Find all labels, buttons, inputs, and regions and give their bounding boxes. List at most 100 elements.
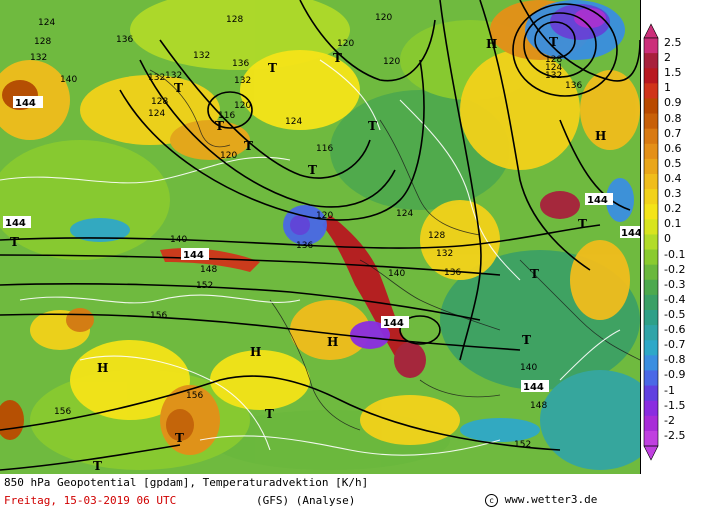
colorbar-swatch	[644, 430, 658, 447]
colorbar-swatch	[644, 370, 658, 387]
svg-text:T: T	[174, 81, 183, 95]
svg-text:144: 144	[15, 98, 36, 109]
svg-text:124: 124	[148, 109, 165, 119]
svg-text:T: T	[578, 217, 587, 231]
svg-text:H: H	[486, 37, 497, 51]
svg-text:128: 128	[428, 231, 445, 241]
colorbar-swatch	[644, 385, 658, 402]
colorbar-swatch	[644, 340, 658, 356]
colorbar-swatch	[644, 53, 658, 69]
svg-text:136: 136	[116, 35, 133, 45]
colorbar-label: 0.5	[664, 156, 682, 170]
svg-text:144: 144	[587, 195, 608, 206]
svg-text:132: 132	[148, 73, 165, 83]
colorbar-label: 0.7	[664, 126, 682, 140]
svg-text:152: 152	[514, 440, 531, 450]
svg-text:116: 116	[218, 111, 235, 121]
colorbar-label: -1	[664, 383, 675, 397]
colorbar-swatch	[644, 415, 658, 432]
colorbar-swatch	[644, 310, 658, 326]
svg-text:H: H	[595, 129, 606, 143]
colorbar-swatch	[644, 143, 658, 160]
svg-text:156: 156	[186, 391, 203, 401]
svg-text:140: 140	[388, 269, 405, 279]
colorbar-label: 0.3	[664, 187, 682, 201]
svg-text:T: T	[10, 235, 19, 249]
colorbar-swatch	[644, 113, 658, 130]
colorbar-label: -0.7	[664, 338, 686, 352]
colorbar-swatch	[644, 355, 658, 371]
svg-text:T: T	[93, 459, 102, 473]
colorbar-frame	[643, 37, 659, 447]
svg-text:140: 140	[520, 363, 537, 373]
svg-text:124: 124	[285, 117, 302, 127]
svg-text:H: H	[327, 335, 338, 349]
svg-text:144: 144	[5, 218, 26, 229]
colorbar-swatch	[644, 158, 658, 175]
svg-text:120: 120	[316, 211, 333, 221]
colorbar-bottom-arrow	[643, 445, 659, 461]
svg-text:T: T	[308, 163, 317, 177]
colorbar-swatch	[644, 234, 658, 251]
credit-text: www.wetter3.de	[504, 493, 598, 506]
svg-text:H: H	[97, 361, 108, 375]
colorbar-label: -0.9	[664, 368, 686, 382]
svg-text:T: T	[368, 119, 377, 133]
svg-text:132: 132	[545, 71, 562, 81]
map-canvas: 144 144 144 144 144 144 144 124 128 132 …	[0, 0, 640, 474]
svg-text:T: T	[215, 119, 224, 133]
colorbar-label: -0.8	[664, 353, 686, 367]
svg-text:128: 128	[151, 97, 168, 107]
colorbar-label: -0.3	[664, 277, 686, 291]
colorbar-label: 0.4	[664, 172, 682, 185]
copyright-icon: c	[485, 493, 498, 507]
svg-text:T: T	[522, 333, 531, 347]
svg-text:144: 144	[621, 228, 640, 239]
colorbar-swatch	[644, 204, 658, 220]
svg-text:120: 120	[220, 151, 237, 161]
colorbar-swatch	[644, 219, 658, 235]
svg-text:124: 124	[396, 209, 413, 219]
svg-text:136: 136	[296, 241, 313, 251]
colorbar-swatch	[644, 294, 658, 311]
svg-text:144: 144	[523, 382, 544, 393]
svg-text:132: 132	[234, 76, 251, 86]
svg-text:T: T	[268, 61, 277, 75]
colorbar-label: -0.6	[664, 323, 686, 337]
credit-label[interactable]: c www.wetter3.de	[485, 493, 597, 507]
svg-text:136: 136	[444, 268, 461, 278]
svg-text:132: 132	[193, 51, 210, 61]
colorbar-swatch	[644, 68, 658, 84]
colorbar-strip	[643, 23, 659, 461]
svg-text:H: H	[250, 345, 261, 359]
svg-text:132: 132	[165, 71, 182, 81]
weather-map: 144 144 144 144 144 144 144 124 128 132 …	[0, 0, 641, 475]
colorbar-swatch	[644, 264, 658, 281]
colorbar-label: -2	[664, 413, 675, 427]
colorbar-label: -0.1	[664, 247, 686, 261]
colorbar-label: 2	[664, 51, 671, 65]
model-label: (GFS) (Analyse)	[256, 494, 356, 507]
colorbar-swatch	[644, 98, 658, 115]
svg-text:120: 120	[234, 101, 251, 111]
svg-text:124: 124	[38, 18, 55, 28]
svg-text:136: 136	[565, 81, 582, 91]
svg-text:T: T	[265, 407, 274, 421]
colorbar-label: -0.2	[664, 262, 686, 276]
colorbar-swatch	[644, 249, 658, 266]
colorbar-label: -0.4	[664, 292, 686, 306]
colorbar-swatch	[644, 38, 658, 54]
colorbar-label: 0.1	[664, 217, 682, 231]
color-legend: 2.5 2 1.5 1 0.9 0.8 0.7 0.6 0.5 0.4 0.3 0.2 0.1 0 -0.1…	[640, 0, 704, 474]
svg-text:128: 128	[545, 55, 562, 65]
colorbar-label: -2.5	[664, 428, 686, 442]
colorbar-swatch	[644, 128, 658, 145]
svg-text:140: 140	[170, 235, 187, 245]
colorbar-label: -0.5	[664, 308, 686, 321]
svg-text:132: 132	[30, 53, 47, 63]
svg-text:136: 136	[232, 59, 249, 69]
map-title: 850 hPa Geopotential [gpdam], Temperatur…	[4, 476, 369, 489]
colorbar-top-arrow	[643, 23, 659, 39]
svg-text:152: 152	[196, 281, 213, 291]
svg-text:116: 116	[316, 144, 333, 154]
